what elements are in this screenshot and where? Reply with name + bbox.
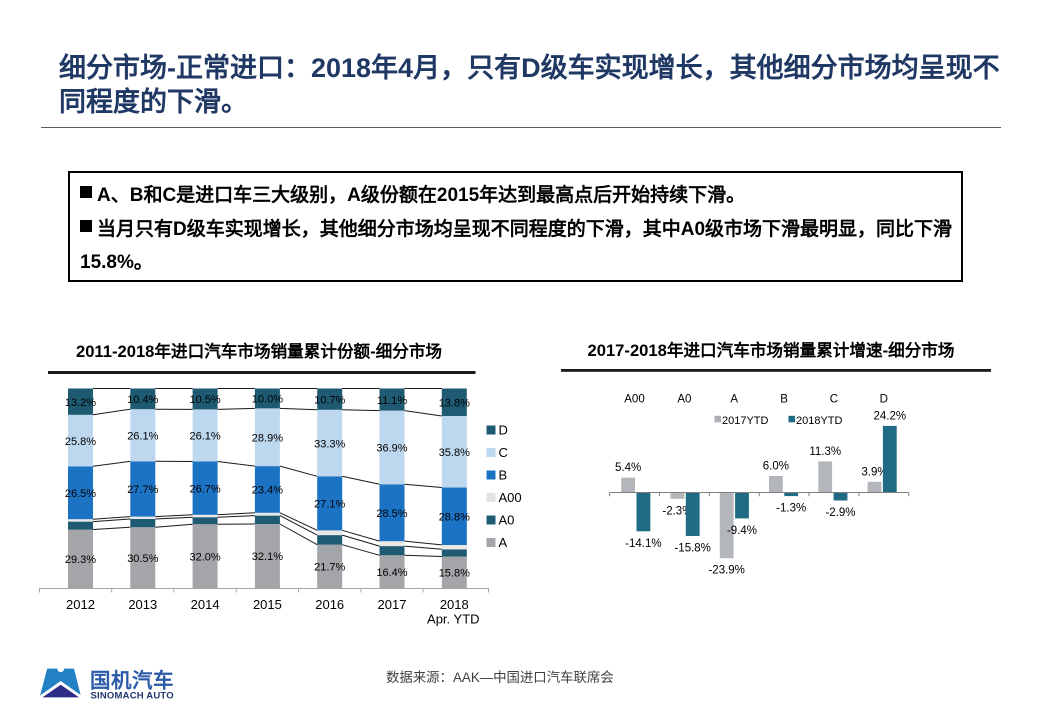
svg-text:29.3%: 29.3% [65,554,96,566]
svg-text:28.9%: 28.9% [252,433,283,445]
svg-text:24.2%: 24.2% [873,410,906,422]
svg-text:26.5%: 26.5% [65,488,96,500]
svg-text:A: A [499,535,508,550]
svg-text:16.4%: 16.4% [376,567,407,579]
svg-text:D: D [499,423,508,438]
svg-text:-9.4%: -9.4% [727,525,757,537]
svg-text:28.8%: 28.8% [439,511,470,523]
svg-text:10.7%: 10.7% [314,394,345,406]
svg-text:23.4%: 23.4% [252,485,283,497]
svg-text:2017-2018年进口汽车市场销量累计增速-细分市场: 2017-2018年进口汽车市场销量累计增速-细分市场 [588,340,955,360]
svg-text:33.3%: 33.3% [314,438,345,450]
svg-text:11.3%: 11.3% [809,446,841,458]
svg-text:6.0%: 6.0% [763,461,789,473]
svg-text:-14.1%: -14.1% [625,538,661,550]
svg-text:-1.3%: -1.3% [776,503,806,515]
svg-text:32.1%: 32.1% [252,551,283,563]
svg-text:SINOMACH AUTO: SINOMACH AUTO [91,691,174,702]
svg-text:B: B [499,468,508,483]
svg-text:11.1%: 11.1% [377,395,408,407]
svg-text:10.4%: 10.4% [127,394,158,406]
svg-text:2013: 2013 [128,597,157,612]
svg-text:36.9%: 36.9% [376,443,407,455]
svg-text:-2.3%: -2.3% [662,505,692,517]
svg-text:D: D [880,394,888,406]
svg-text:B: B [780,394,788,406]
svg-text:数据来源：AAK—中国进口汽车联席会: 数据来源：AAK—中国进口汽车联席会 [386,669,614,685]
svg-text:A0: A0 [499,513,515,528]
svg-text:A0: A0 [677,394,691,406]
svg-text:2018YTD: 2018YTD [796,415,843,427]
svg-text:-23.9%: -23.9% [708,565,744,577]
svg-text:35.8%: 35.8% [439,447,470,459]
svg-text:26.1%: 26.1% [127,431,158,443]
svg-text:C: C [499,445,508,460]
svg-text:13.2%: 13.2% [65,397,96,409]
svg-text:A: A [730,394,738,406]
svg-text:27.7%: 27.7% [127,484,158,496]
svg-text:32.0%: 32.0% [189,551,220,563]
svg-text:5.4%: 5.4% [615,462,641,474]
svg-text:2017: 2017 [378,597,407,612]
svg-text:25.8%: 25.8% [65,436,96,448]
svg-text:28.5%: 28.5% [376,508,407,520]
svg-text:10.0%: 10.0% [252,394,283,406]
svg-text:2011-2018年进口汽车市场销量累计份额-细分市场: 2011-2018年进口汽车市场销量累计份额-细分市场 [76,341,442,361]
svg-text:2016: 2016 [315,597,344,612]
svg-text:C: C [830,394,838,406]
svg-text:A00: A00 [499,490,522,505]
svg-text:Apr. YTD: Apr. YTD [427,612,480,627]
svg-text:15.8%: 15.8% [439,567,470,579]
svg-text:26.7%: 26.7% [189,483,220,495]
svg-text:27.1%: 27.1% [314,499,345,511]
svg-text:21.7%: 21.7% [314,562,345,574]
svg-text:2012: 2012 [66,597,95,612]
svg-text:3.9%: 3.9% [861,466,887,478]
svg-text:13.8%: 13.8% [439,398,470,410]
svg-text:2015: 2015 [253,597,282,612]
svg-text:30.5%: 30.5% [127,553,158,565]
svg-text:国机汽车: 国机汽车 [90,669,174,693]
svg-text:2017YTD: 2017YTD [722,415,769,427]
svg-text:A00: A00 [624,394,644,406]
svg-text:26.1%: 26.1% [189,431,220,443]
svg-text:-15.8%: -15.8% [674,543,710,555]
svg-text:10.5%: 10.5% [189,394,220,406]
svg-text:2018: 2018 [440,597,469,612]
svg-text:2014: 2014 [191,597,220,612]
svg-text:-2.9%: -2.9% [825,507,855,519]
